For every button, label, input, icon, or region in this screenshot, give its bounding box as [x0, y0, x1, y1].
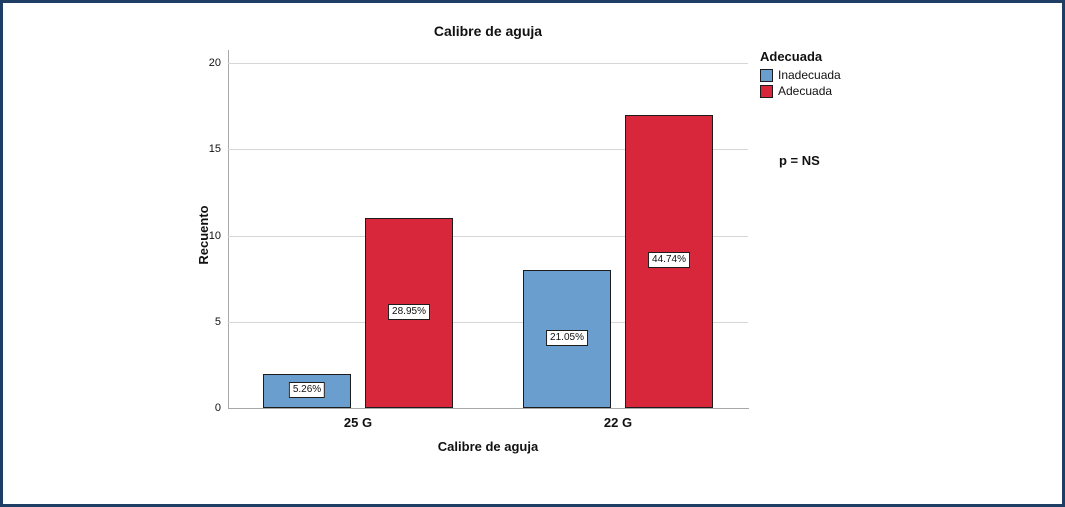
gridline [228, 149, 748, 151]
y-tick-label: 15 [208, 143, 221, 156]
plot-area: 5.26% 28.95% 21.05% 44.74% [228, 63, 748, 408]
bar-percentage-label: 28.95% [388, 304, 430, 321]
x-tick-label: 25 G [343, 415, 373, 430]
bar-percentage-label: 44.74% [648, 252, 690, 269]
gridline [228, 235, 748, 237]
legend-swatch [760, 68, 773, 82]
chart-title: Calibre de aguja [433, 23, 543, 39]
p-value-annotation: p = NS [779, 153, 820, 168]
legend-title: Adecuada [760, 49, 823, 64]
bar-inadecuada-25g [263, 373, 351, 408]
x-tick-label: 22 G [603, 415, 633, 430]
legend-items: Inadecuada Adecuada [760, 68, 841, 98]
y-tick-labels: 0 5 10 15 20 [193, 57, 221, 414]
x-axis-title: Calibre de aguja [437, 439, 539, 454]
y-tick-label: 0 [214, 402, 221, 414]
legend-label: Inadecuada [778, 68, 841, 82]
bar-percentage-label: 21.05% [546, 330, 588, 346]
y-tick-label: 5 [214, 315, 221, 328]
bar-percentage-label: 5.26% [288, 381, 326, 398]
legend-item-inadecuada: Inadecuada [760, 68, 841, 82]
legend-item-adecuada: Adecuada [760, 84, 841, 98]
y-tick-label: 10 [208, 229, 221, 242]
x-axis-line [228, 408, 749, 409]
y-axis-line [228, 50, 229, 408]
gridline [228, 63, 748, 64]
legend-swatch [760, 84, 773, 98]
legend-label: Adecuada [778, 84, 833, 98]
legend: Adecuada Inadecuada Adecuada [760, 49, 841, 100]
gridline [228, 321, 748, 323]
y-tick-label: 20 [208, 57, 221, 69]
x-tick-labels: 25 G 22 G [228, 415, 748, 435]
